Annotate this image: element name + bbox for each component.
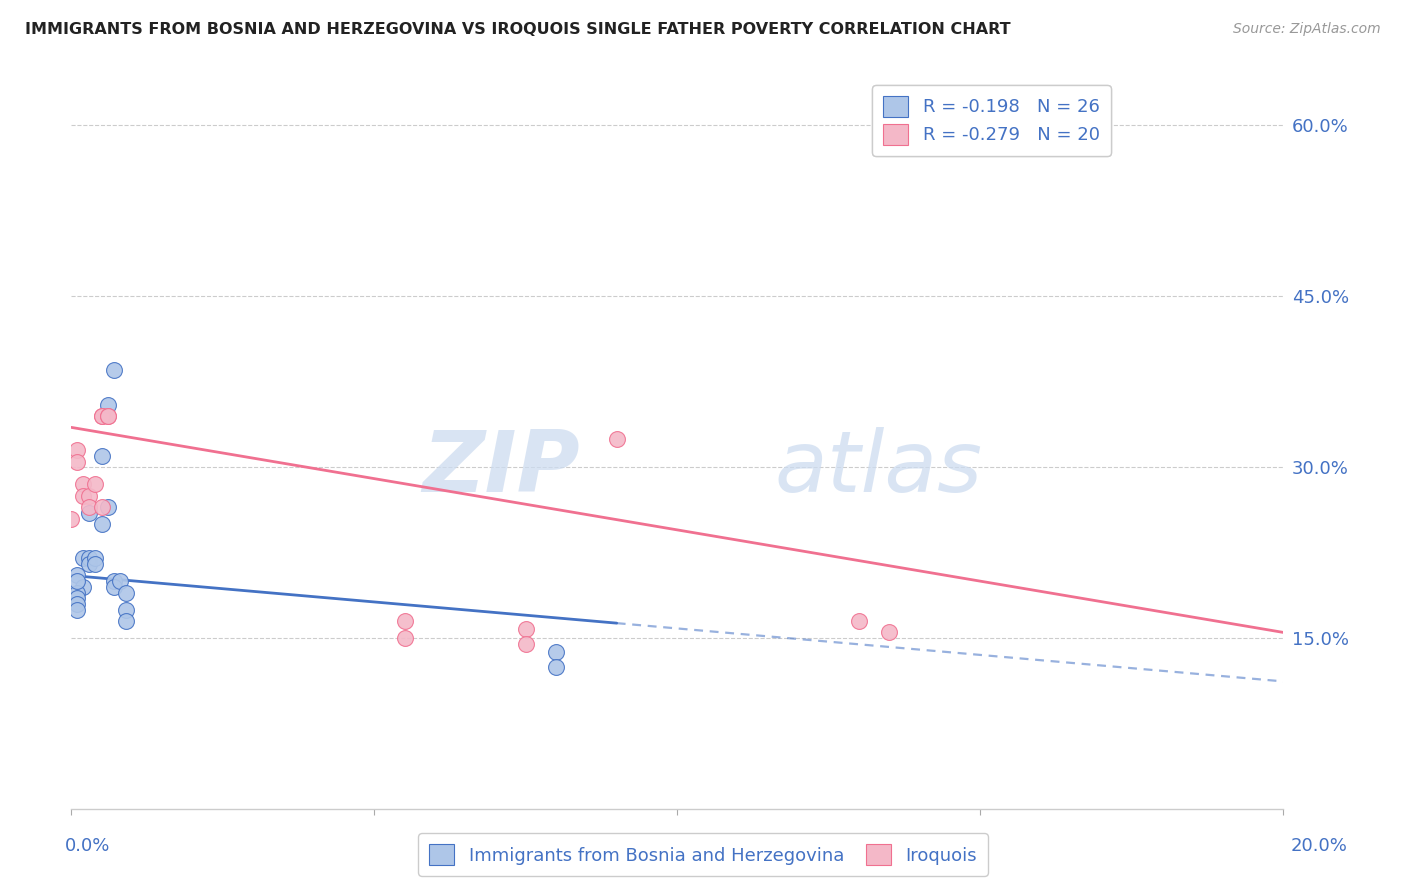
Point [515, 637, 537, 651]
Point [394, 631, 416, 645]
Text: Source: ZipAtlas.com: Source: ZipAtlas.com [1233, 22, 1381, 37]
Point [60, 511, 83, 525]
Point [103, 580, 125, 594]
Point [606, 432, 628, 446]
Point [66, 574, 89, 589]
Point [66, 585, 89, 599]
Point [97, 409, 120, 423]
Point [90, 449, 112, 463]
Point [114, 602, 136, 616]
Point [72, 489, 94, 503]
Text: atlas: atlas [775, 427, 983, 510]
Point [546, 645, 568, 659]
Point [72, 580, 94, 594]
Y-axis label: Single Father Poverty: Single Father Poverty [0, 351, 8, 527]
Point [66, 597, 89, 611]
Text: ZIP: ZIP [423, 427, 581, 510]
Point [848, 614, 870, 628]
Point [90, 409, 112, 423]
Text: 0.0%: 0.0% [65, 837, 110, 855]
Point [879, 625, 901, 640]
Point [79, 506, 101, 520]
Text: IMMIGRANTS FROM BOSNIA AND HERZEGOVINA VS IROQUOIS SINGLE FATHER POVERTY CORRELA: IMMIGRANTS FROM BOSNIA AND HERZEGOVINA V… [25, 22, 1011, 37]
Point [546, 659, 568, 673]
Point [97, 500, 120, 515]
Point [66, 602, 89, 616]
Point [103, 363, 125, 377]
Point [103, 574, 125, 589]
Point [72, 477, 94, 491]
Point [90, 409, 112, 423]
Point [66, 568, 89, 582]
Point [79, 489, 101, 503]
Point [97, 398, 120, 412]
Point [515, 622, 537, 636]
Legend: R = -0.198   N = 26, R = -0.279   N = 20: R = -0.198 N = 26, R = -0.279 N = 20 [872, 85, 1111, 155]
Point [97, 409, 120, 423]
Point [66, 443, 89, 458]
Point [84, 477, 107, 491]
Point [394, 614, 416, 628]
Point [79, 551, 101, 566]
Legend: Immigrants from Bosnia and Herzegovina, Iroquois: Immigrants from Bosnia and Herzegovina, … [418, 833, 988, 876]
Point [72, 551, 94, 566]
Point [114, 585, 136, 599]
Point [66, 591, 89, 606]
Point [66, 454, 89, 468]
Point [79, 557, 101, 571]
Point [79, 500, 101, 515]
Point [84, 551, 107, 566]
Point [114, 614, 136, 628]
Text: 20.0%: 20.0% [1291, 837, 1347, 855]
Point [108, 574, 131, 589]
Point [90, 500, 112, 515]
Point [84, 557, 107, 571]
Point [90, 517, 112, 532]
